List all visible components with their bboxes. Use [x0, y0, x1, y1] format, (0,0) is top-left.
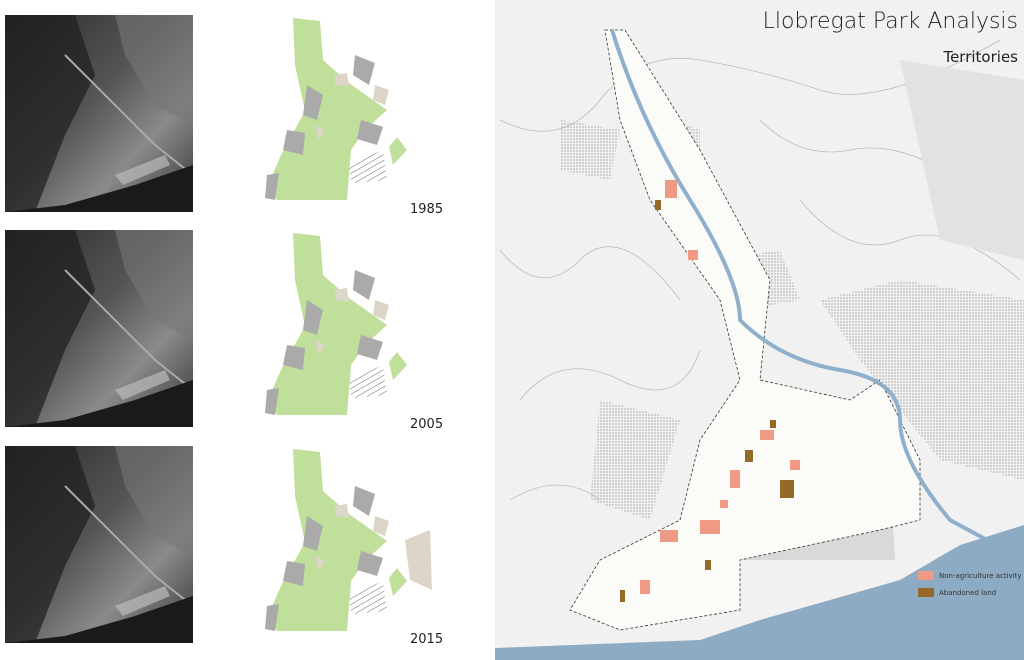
year-label: 2015 — [410, 632, 443, 647]
territory-diagram — [265, 18, 407, 200]
legend-swatch — [918, 571, 934, 580]
satellite-image — [4, 445, 194, 644]
legend-label: Abandoned land — [939, 589, 996, 597]
legend-label: Non-agriculture activity — [939, 572, 1022, 580]
map — [495, 0, 1024, 660]
subtitle: Territories — [942, 48, 1018, 66]
year-label: 2005 — [410, 417, 443, 432]
year-label: 1985 — [410, 202, 443, 217]
legend-swatch — [918, 588, 934, 597]
territory-diagram — [265, 233, 407, 415]
territory-diagram — [265, 449, 407, 631]
satellite-image — [4, 14, 194, 213]
title: Llobregat Park Analysis — [763, 9, 1018, 34]
territory-patch — [405, 530, 432, 590]
satellite-image — [4, 229, 194, 428]
